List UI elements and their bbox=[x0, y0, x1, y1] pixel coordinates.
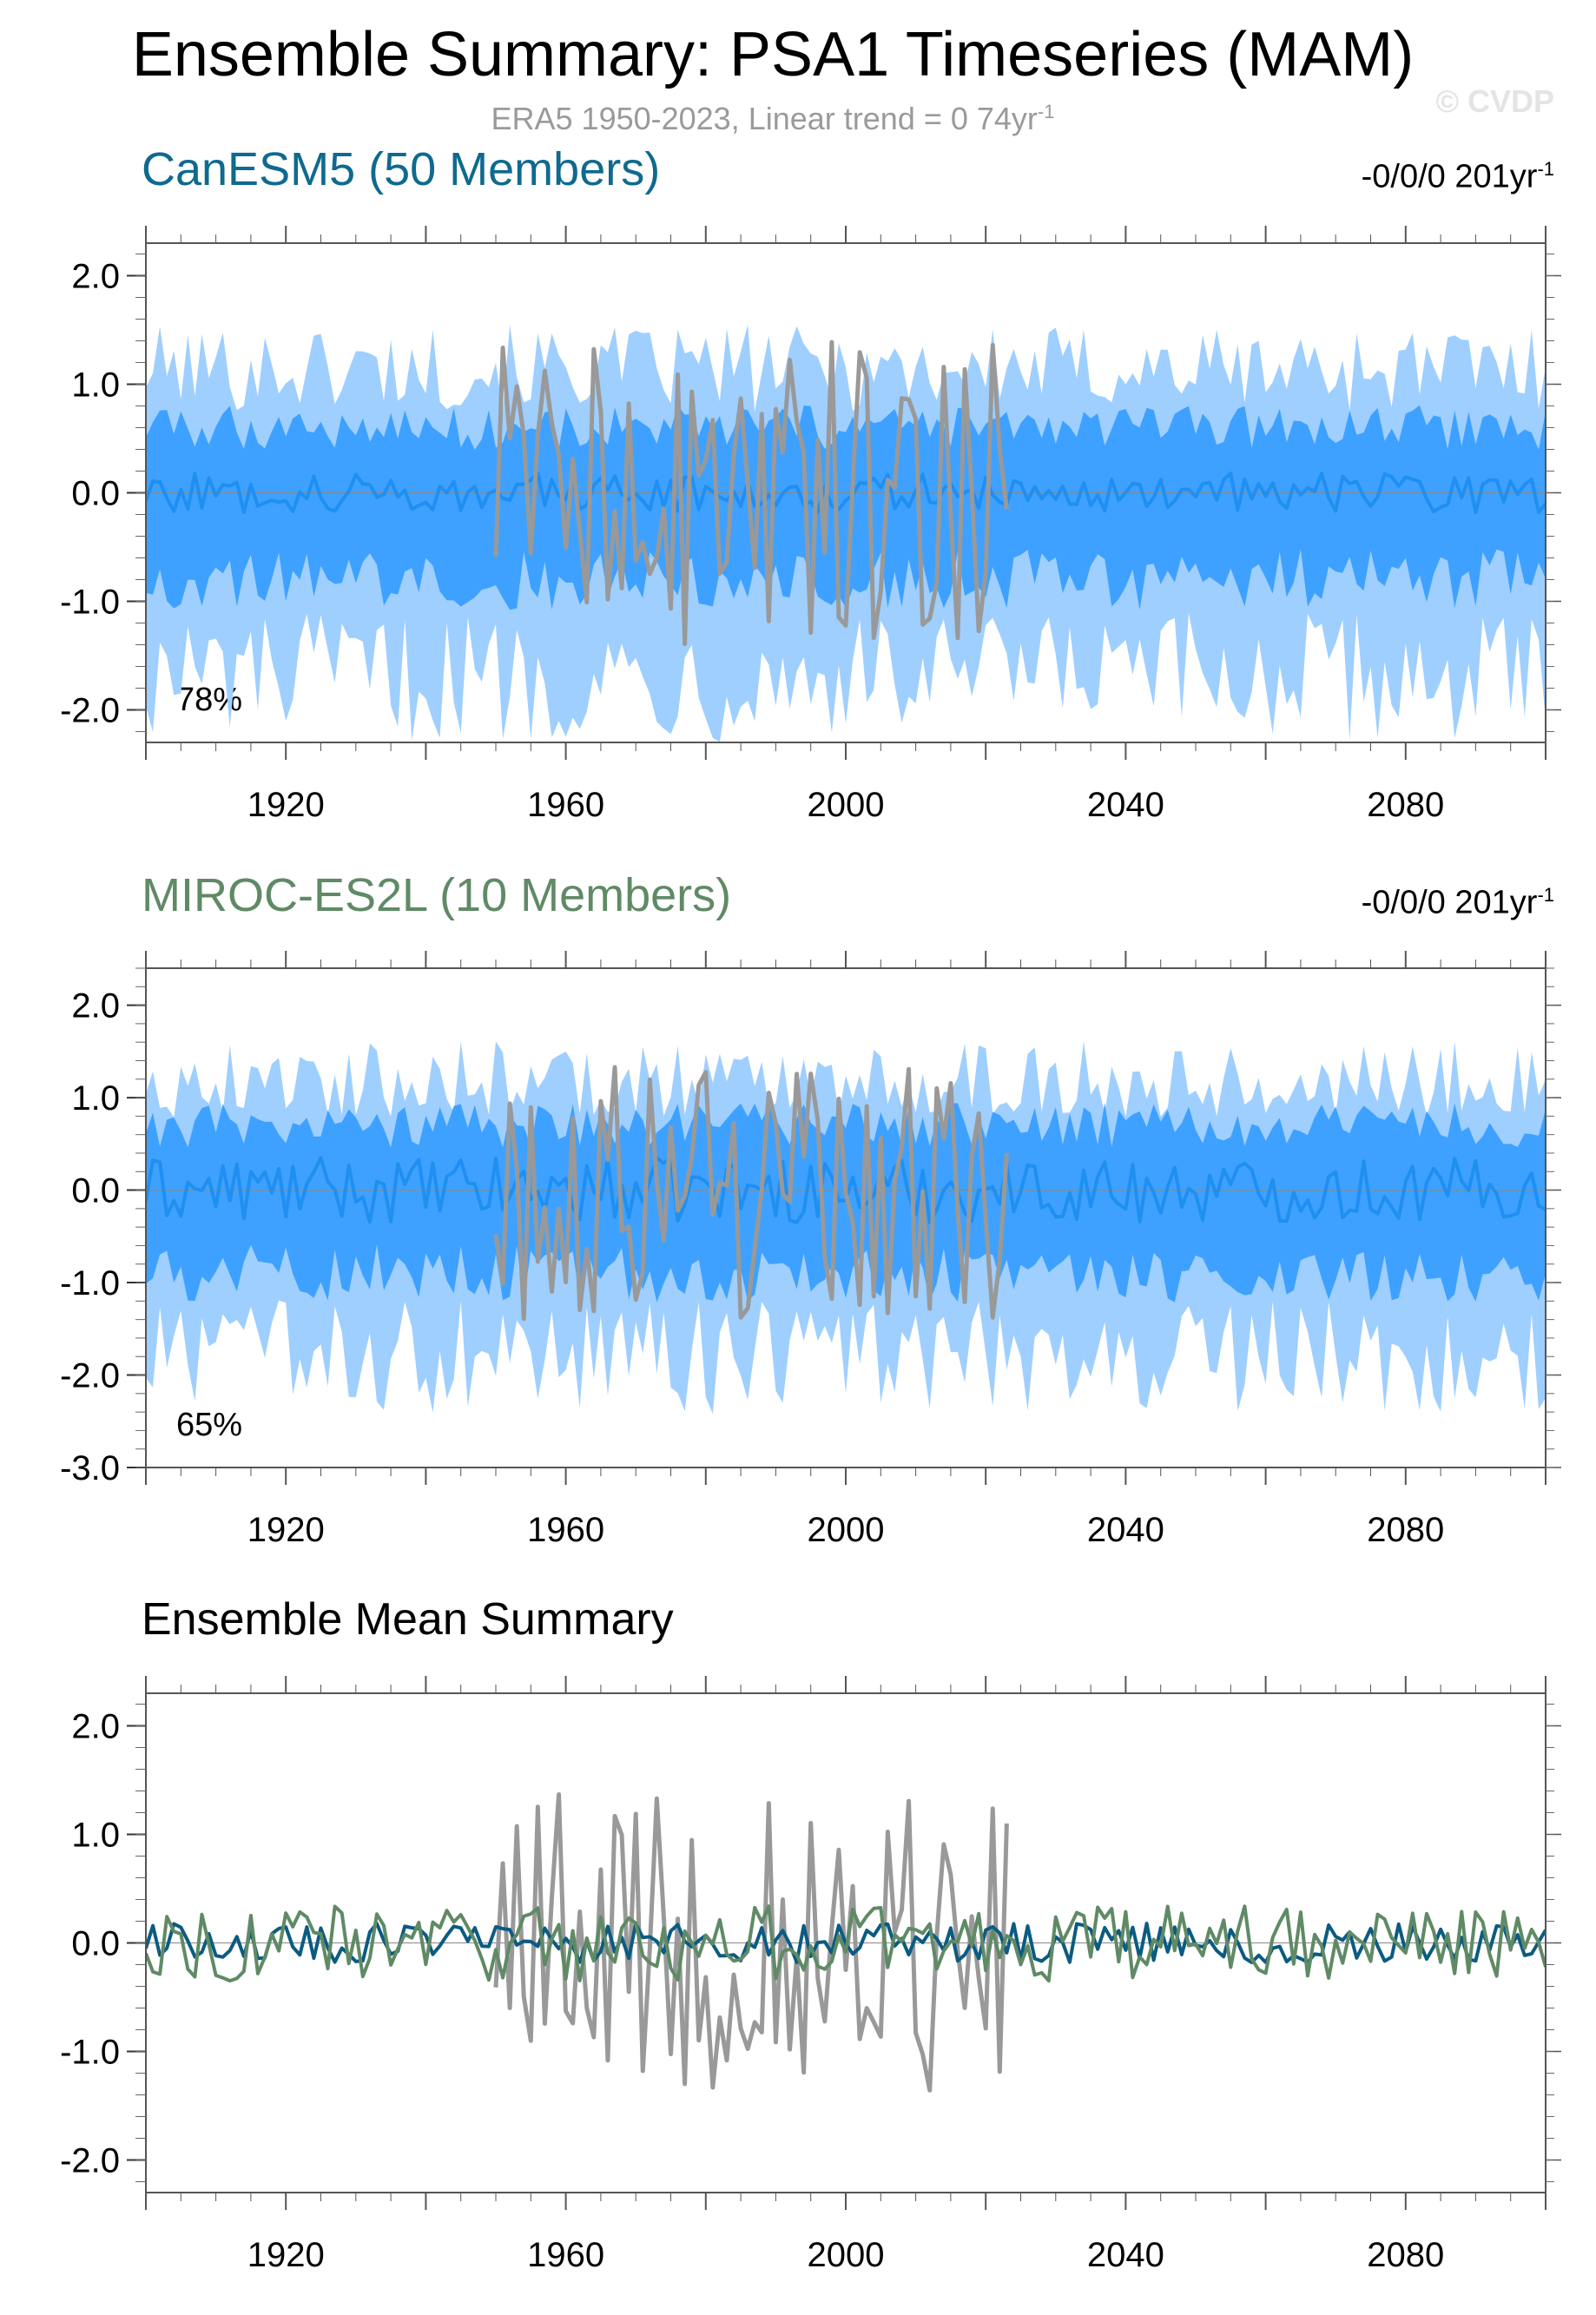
chart-subtitle: ERA5 1950-2023, Linear trend = 0 74yr-1 bbox=[0, 101, 1546, 137]
panel2-title: MIROC-ES2L (10 Members) bbox=[142, 869, 732, 921]
observations-line bbox=[493, 340, 1009, 647]
x-tick-label: 2000 bbox=[808, 786, 885, 824]
x-tick-label: 2080 bbox=[1367, 786, 1444, 824]
y-tick-label: 2.0 bbox=[71, 258, 120, 296]
subtitle-text: ERA5 1950-2023, Linear trend = 0 74yr bbox=[491, 101, 1038, 136]
y-tick-label: 1.0 bbox=[71, 1817, 120, 1855]
panel1-title: CanESM5 (50 Members) bbox=[142, 143, 661, 195]
chart-main-title: Ensemble Summary: PSA1 Timeseries (MAM) bbox=[131, 20, 1415, 89]
x-tick-label: 1920 bbox=[247, 2236, 325, 2274]
x-tick-label: 2000 bbox=[808, 1511, 885, 1549]
panel1-trend-sup: -1 bbox=[1537, 158, 1554, 180]
panel3-title: Ensemble Mean Summary bbox=[142, 1594, 674, 1645]
x-tick-label: 2080 bbox=[1367, 1511, 1444, 1549]
x-tick-label: 1960 bbox=[527, 786, 604, 824]
panel1-chart: 2.0 1.0 0.0 -1.0 -2.0 1920 1960 2000 2040 2080 bbox=[60, 226, 1561, 824]
ensemble-mean-line bbox=[146, 472, 1546, 514]
observations-line bbox=[493, 1791, 1009, 2093]
y-tick-label: 2.0 bbox=[71, 987, 120, 1026]
inner-spread-band bbox=[146, 405, 1546, 610]
observations-line bbox=[493, 1065, 1009, 1322]
x-tick-label: 2000 bbox=[808, 2236, 885, 2274]
miroc-mean-line bbox=[146, 1904, 1546, 1983]
y-tick-label: 0.0 bbox=[71, 475, 120, 513]
x-tick-label: 1920 bbox=[247, 786, 325, 824]
panel1-trend: -0/0/0 201yr-1 bbox=[1362, 158, 1554, 196]
y-tick-label: -1.0 bbox=[60, 584, 120, 622]
cvdp-watermark: © CVDP bbox=[1435, 83, 1554, 119]
panel1-trend-text: -0/0/0 201yr bbox=[1361, 158, 1538, 195]
y-tick-label: -2.0 bbox=[60, 2142, 120, 2180]
y-tick-label: -2.0 bbox=[60, 1357, 120, 1395]
panel2-trend-text: -0/0/0 201yr bbox=[1361, 884, 1538, 921]
x-tick-label: 2040 bbox=[1087, 2236, 1164, 2274]
panel1-plot-area bbox=[146, 1040, 1546, 1415]
inner-spread-band bbox=[146, 1103, 1546, 1303]
x-tick-label: 2040 bbox=[1087, 786, 1164, 824]
y-tick-label: -3.0 bbox=[60, 1449, 120, 1487]
y-tick-label: 2.0 bbox=[71, 1708, 120, 1746]
subtitle-superscript: -1 bbox=[1037, 101, 1055, 122]
y-tick-label: -2.0 bbox=[60, 692, 120, 730]
panel2-plot-area bbox=[146, 1791, 1546, 2093]
y-tick-label: 0.0 bbox=[71, 1172, 120, 1210]
y-tick-label: 1.0 bbox=[71, 366, 120, 405]
y-tick-label: -1.0 bbox=[60, 2034, 120, 2072]
panel2-percent: 65% bbox=[176, 1407, 243, 1443]
x-tick-label: 1920 bbox=[247, 1511, 325, 1549]
x-tick-label: 2080 bbox=[1367, 2236, 1444, 2274]
y-tick-label: 1.0 bbox=[71, 1079, 120, 1118]
panel3-chart: 2.0 1.0 0.0 -1.0 -2.0 1920 1960 2000 2040 2080 bbox=[60, 1676, 1561, 2274]
y-tick-label: -1.0 bbox=[60, 1264, 120, 1303]
panel0-plot-area bbox=[146, 324, 1546, 742]
y-tick-label: 0.0 bbox=[71, 1925, 120, 1963]
panel2-trend: -0/0/0 201yr-1 bbox=[1362, 884, 1554, 922]
x-tick-label: 1960 bbox=[527, 2236, 604, 2274]
x-tick-label: 2040 bbox=[1087, 1511, 1164, 1549]
panel2-trend-sup: -1 bbox=[1537, 884, 1554, 906]
panel2-chart: 2.0 1.0 0.0 -1.0 -2.0 -3.0 1920 1960 2000 2040 208… bbox=[60, 951, 1561, 1549]
x-tick-label: 1960 bbox=[527, 1511, 604, 1549]
